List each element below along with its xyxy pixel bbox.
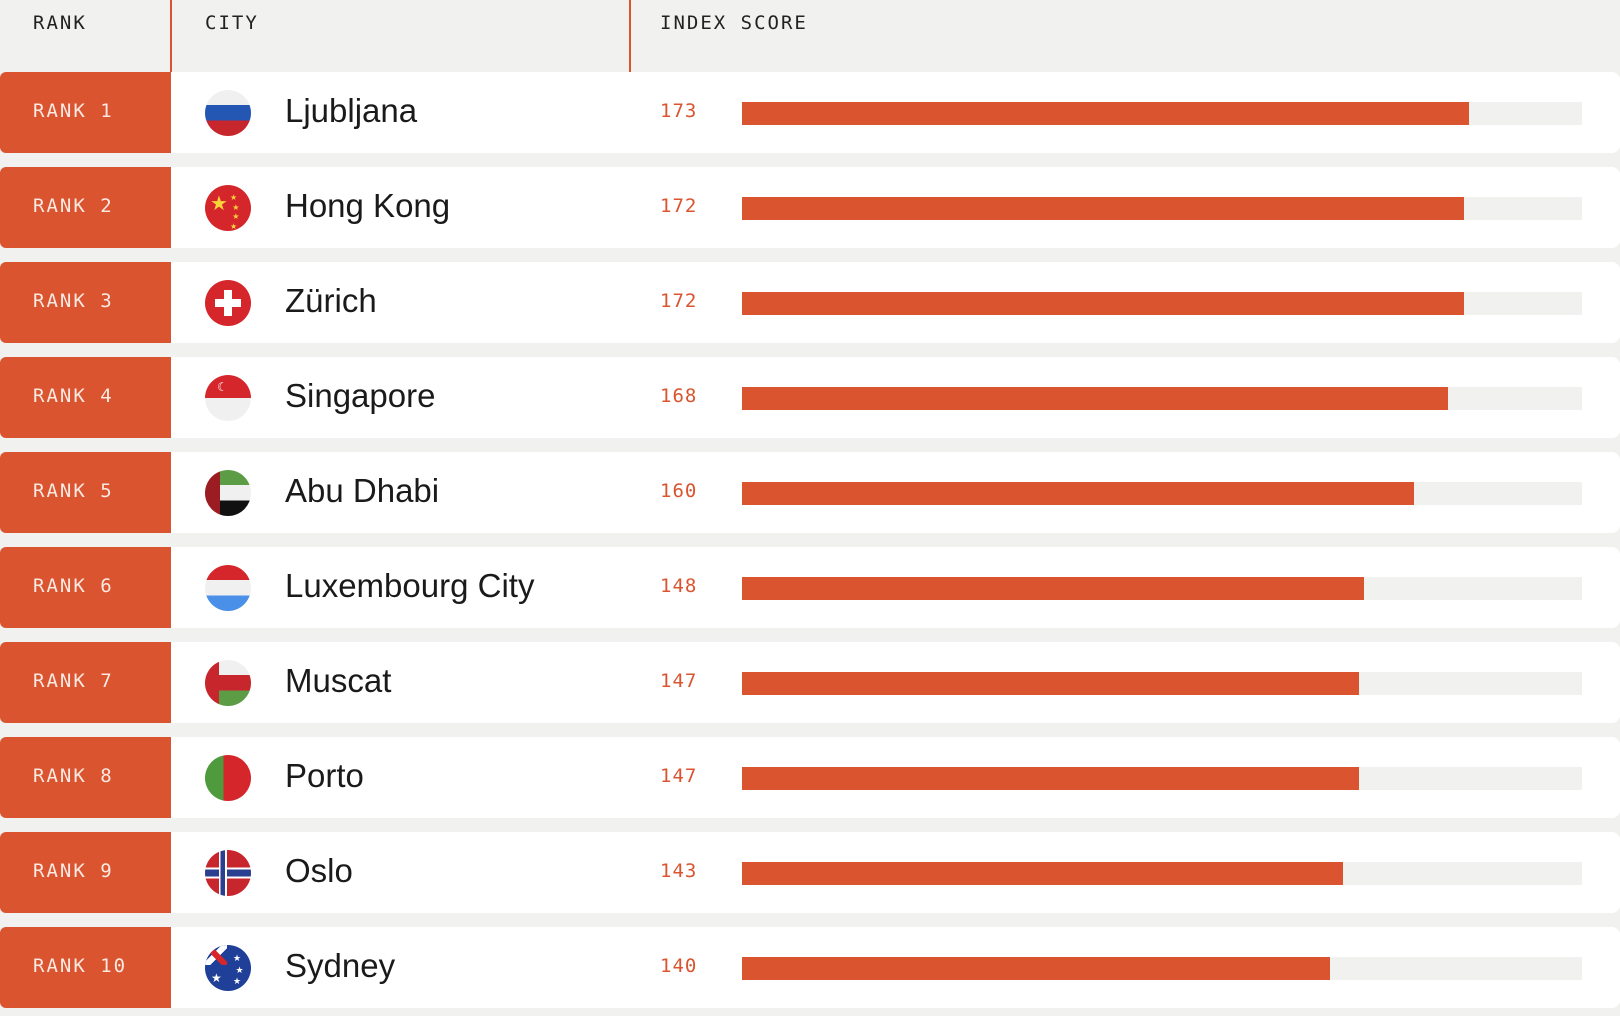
- table-row: RANK 9 Oslo 143: [0, 832, 1620, 913]
- rank-label: RANK 10: [33, 955, 128, 977]
- rank-badge: RANK 10: [0, 927, 171, 1008]
- table-row: RANK 7 Muscat 147: [0, 642, 1620, 723]
- column-divider: [629, 0, 631, 72]
- score-label: 160: [660, 480, 698, 502]
- score-label: 173: [660, 100, 698, 122]
- table-row: RANK 3 Zürich 172: [0, 262, 1620, 343]
- score-bar: [742, 482, 1414, 505]
- rank-badge: RANK 7: [0, 642, 171, 723]
- score-bar: [742, 102, 1469, 125]
- rank-header: RANK: [33, 12, 87, 34]
- rank-badge: RANK 4: [0, 357, 171, 438]
- city-name: Luxembourg City: [285, 567, 535, 604]
- rank-label: RANK 9: [33, 860, 114, 882]
- bar-track: [742, 292, 1582, 315]
- bar-track: [742, 862, 1582, 885]
- norway-flag-icon: [205, 850, 251, 896]
- bar-track: [742, 102, 1582, 125]
- score-label: 148: [660, 575, 698, 597]
- rank-label: RANK 1: [33, 100, 114, 122]
- score-label: 172: [660, 290, 698, 312]
- rank-label: RANK 6: [33, 575, 114, 597]
- score-bar: [742, 197, 1465, 220]
- rank-badge: RANK 9: [0, 832, 171, 913]
- luxembourg-flag-icon: [205, 565, 251, 611]
- table-row: RANK 6 Luxembourg City 148: [0, 547, 1620, 628]
- switzerland-flag-icon: [205, 280, 251, 326]
- score-label: 143: [660, 860, 698, 882]
- score-label: 168: [660, 385, 698, 407]
- rank-label: RANK 7: [33, 670, 114, 692]
- score-label: 147: [660, 670, 698, 692]
- bar-track: [742, 957, 1582, 980]
- rank-label: RANK 8: [33, 765, 114, 787]
- rank-badge: RANK 8: [0, 737, 171, 818]
- bar-track: [742, 482, 1582, 505]
- table-header: RANK CITY INDEX SCORE: [0, 0, 1620, 72]
- score-bar: [742, 767, 1360, 790]
- rank-badge: RANK 1: [0, 72, 171, 153]
- bar-track: [742, 767, 1582, 790]
- score-header: INDEX SCORE: [660, 12, 808, 34]
- city-header: CITY: [205, 12, 259, 34]
- rank-badge: RANK 3: [0, 262, 171, 343]
- column-divider: [170, 0, 172, 72]
- score-label: 172: [660, 195, 698, 217]
- score-bar: [742, 672, 1360, 695]
- rank-label: RANK 3: [33, 290, 114, 312]
- score-bar: [742, 292, 1465, 315]
- city-name: Ljubljana: [285, 92, 418, 129]
- score-bar: [742, 577, 1364, 600]
- bar-track: [742, 197, 1582, 220]
- uae-flag-icon: [205, 470, 251, 516]
- oman-flag-icon: [205, 660, 251, 706]
- score-label: 147: [660, 765, 698, 787]
- table-row: RANK 10 ★ ★ ★ ★ Sydney 140: [0, 927, 1620, 1008]
- bar-track: [742, 387, 1582, 410]
- table-row: RANK 4 ☾ Singapore 168: [0, 357, 1620, 438]
- table-row: RANK 2 ★ ★ ★ ★ ★ Hong Kong 172: [0, 167, 1620, 248]
- bar-track: [742, 672, 1582, 695]
- city-name: Hong Kong: [285, 187, 451, 224]
- city-name: Sydney: [285, 947, 396, 984]
- bar-track: [742, 577, 1582, 600]
- rank-badge: RANK 6: [0, 547, 171, 628]
- table-row: RANK 8 Porto 147: [0, 737, 1620, 818]
- singapore-flag-icon: ☾: [205, 375, 251, 421]
- table-row: RANK 1 Ljubljana 173: [0, 72, 1620, 153]
- rank-label: RANK 2: [33, 195, 114, 217]
- portugal-flag-icon: [205, 755, 251, 801]
- score-bar: [742, 862, 1343, 885]
- city-name: Abu Dhabi: [285, 472, 440, 509]
- city-name: Zürich: [285, 282, 377, 319]
- score-label: 140: [660, 955, 698, 977]
- china-flag-icon: ★ ★ ★ ★ ★: [205, 185, 251, 231]
- table-row: RANK 5 Abu Dhabi 160: [0, 452, 1620, 533]
- rank-badge: RANK 2: [0, 167, 171, 248]
- score-bar: [742, 387, 1448, 410]
- city-name: Oslo: [285, 852, 353, 889]
- city-name: Porto: [285, 757, 364, 794]
- rank-label: RANK 5: [33, 480, 114, 502]
- city-name: Singapore: [285, 377, 436, 414]
- rank-label: RANK 4: [33, 385, 114, 407]
- australia-flag-icon: ★ ★ ★ ★: [205, 945, 251, 991]
- rank-badge: RANK 5: [0, 452, 171, 533]
- slovenia-flag-icon: [205, 90, 251, 136]
- score-bar: [742, 957, 1330, 980]
- city-name: Muscat: [285, 662, 392, 699]
